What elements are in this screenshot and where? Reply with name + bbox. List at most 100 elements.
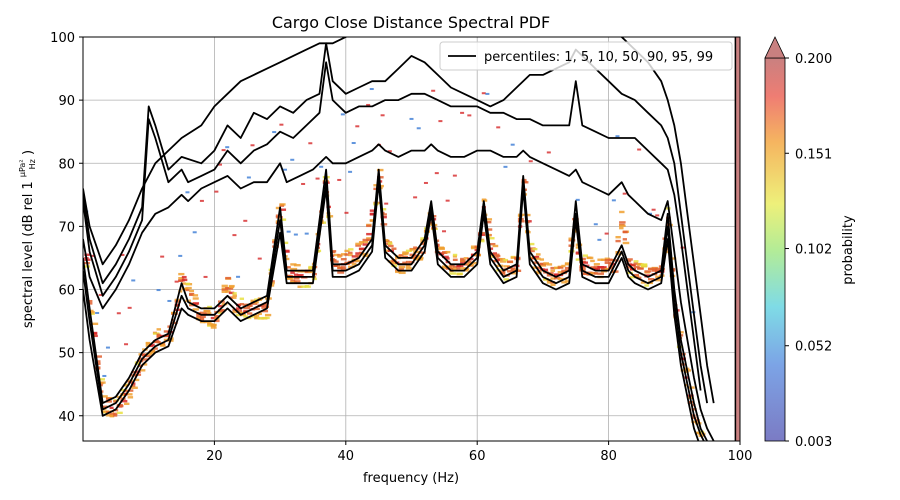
- percentile-line-1: [83, 181, 700, 441]
- svg-text:spectral level (dB rel 1: spectral level (dB rel 1 μPa² Hz ): [14, 150, 39, 328]
- pdf-cell: [640, 281, 646, 284]
- pdf-cell: [604, 267, 610, 271]
- pdf-cell: [532, 261, 540, 264]
- pdf-cell: [366, 232, 374, 236]
- pdf-cell: [293, 263, 301, 267]
- pdf-cell: [615, 252, 622, 256]
- pdf-cell: [246, 312, 253, 315]
- pdf-cell: [261, 309, 269, 313]
- pdf-cell: [546, 274, 554, 277]
- pdf-cell: [546, 263, 553, 266]
- pdf-cell: [308, 266, 316, 270]
- colorbar: 0.003 0.052 0.102 0.151 0.200 probability: [764, 36, 856, 450]
- pdf-cell: [492, 244, 499, 248]
- pdf-cell: [254, 316, 261, 320]
- pdf-cell: [691, 403, 696, 407]
- pdf-cell: [293, 233, 298, 236]
- pdf-cell: [246, 304, 253, 308]
- pdf-cell: [308, 142, 313, 145]
- y-axis-unit-denominator: Hz: [28, 159, 37, 169]
- pdf-cell: [369, 212, 374, 216]
- pdf-cell: [532, 256, 539, 259]
- pdf-cell: [225, 290, 231, 293]
- pdf-cell: [102, 410, 110, 413]
- pdf-cell: [348, 265, 355, 268]
- pdf-cell: [293, 280, 301, 283]
- pdf-cell: [611, 259, 619, 262]
- pdf-cell: [655, 214, 660, 217]
- pdf-cell: [611, 262, 617, 266]
- pdf-cell: [340, 113, 345, 116]
- pdf-cell: [575, 198, 580, 201]
- pdf-cell: [615, 135, 620, 138]
- pdf-cell: [207, 321, 212, 324]
- x-axis-ticks: 20 40 60 80 100: [206, 441, 752, 464]
- pdf-cell: [283, 168, 288, 171]
- pdf-cell: [355, 125, 360, 128]
- pdf-cell: [156, 289, 161, 292]
- pdf-cell: [535, 253, 541, 256]
- pdf-cell: [456, 264, 461, 268]
- pdf-cell: [203, 275, 208, 278]
- pdf-cell: [145, 354, 151, 358]
- y-axis-ticks: 40 50 60 70 80 90 100: [50, 31, 83, 425]
- pdf-cell: [507, 270, 514, 273]
- pdf-cell: [593, 223, 598, 226]
- pdf-cell: [586, 271, 593, 274]
- pdf-cell: [348, 170, 353, 173]
- pdf-cell: [304, 270, 311, 274]
- pdf-cell: [373, 184, 378, 187]
- pdf-cell: [290, 158, 295, 161]
- pdf-cell: [604, 259, 609, 262]
- pdf-cell: [239, 302, 244, 306]
- pdf-cell: [452, 267, 458, 271]
- pdf-cell: [405, 249, 413, 253]
- pdf-cell: [637, 276, 642, 280]
- pdf-cell: [362, 238, 369, 242]
- pdf-cell: [694, 431, 701, 434]
- pdf-cell: [402, 252, 409, 255]
- pdf-cell: [463, 263, 470, 266]
- pdf-cell: [337, 271, 345, 274]
- percentile-line-5: [83, 175, 705, 441]
- pdf-cell: [113, 412, 118, 416]
- pdf-cell: [152, 347, 158, 350]
- pdf-cell: [160, 255, 165, 258]
- pdf-cell: [369, 209, 377, 212]
- pdf-cell: [322, 179, 329, 183]
- pdf-cell: [261, 306, 267, 309]
- pdf-cell: [138, 369, 146, 372]
- pdf-cell: [550, 283, 556, 287]
- pdf-cell: [499, 272, 506, 275]
- pdf-cell: [105, 346, 110, 349]
- pdf-cell: [293, 277, 300, 280]
- pdf-cell: [290, 263, 297, 266]
- percentile-line-90: [83, 61, 702, 391]
- pdf-cell: [351, 142, 356, 145]
- pdf-cell: [543, 262, 549, 265]
- pdf-cell: [528, 160, 533, 163]
- pdf-cell: [604, 257, 610, 260]
- pdf-cell: [333, 264, 341, 267]
- pdf-cell: [344, 211, 349, 214]
- pdf-cell: [438, 246, 445, 250]
- pdf-cell: [102, 405, 108, 408]
- pdf-cell: [380, 208, 387, 211]
- pdf-cell: [87, 311, 95, 314]
- pdf-cell: [98, 381, 106, 384]
- pdf-cell: [279, 203, 286, 206]
- pdf-cell: [416, 255, 423, 258]
- pdf-cell: [564, 280, 570, 283]
- pdf-cell: [113, 400, 118, 403]
- pdf-cell: [351, 255, 358, 258]
- pdf-cell: [105, 400, 112, 403]
- pdf-cell: [131, 279, 136, 282]
- pdf-cell: [615, 235, 621, 239]
- pdf-cell: [554, 273, 561, 277]
- pdf-cell: [217, 163, 222, 166]
- pdf-cell: [499, 270, 506, 273]
- pdf-cell: [496, 126, 501, 129]
- pdf-cell: [694, 422, 702, 425]
- pdf-cell: [217, 310, 224, 313]
- pdf-cell: [586, 256, 592, 259]
